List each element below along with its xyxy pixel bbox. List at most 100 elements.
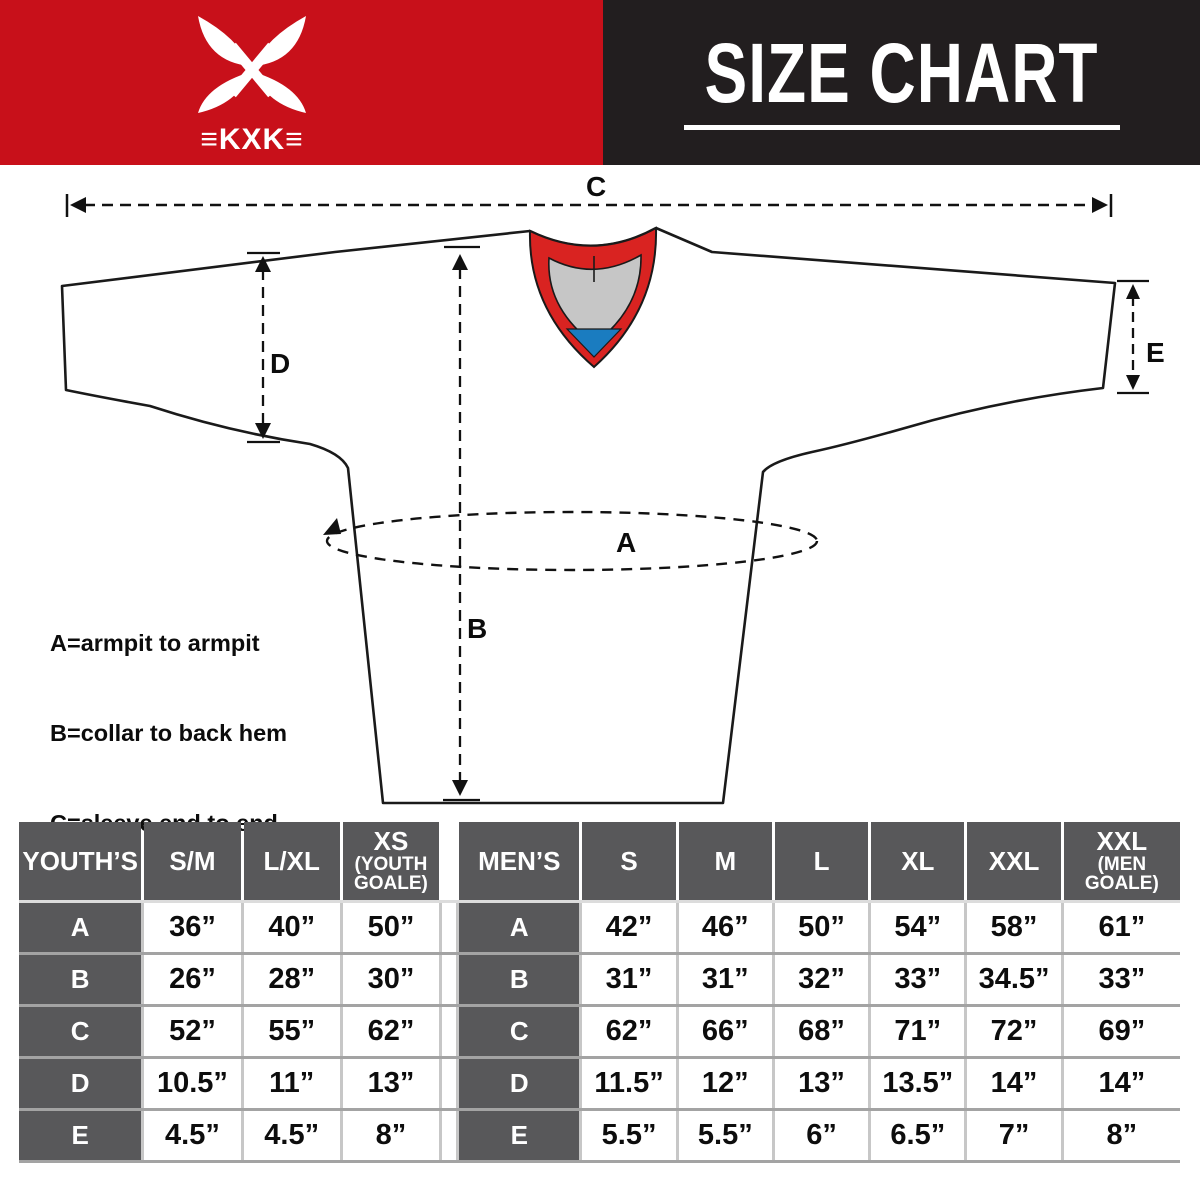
table-row-a: A 36” 40” 50” A 42” 46” 50” 54” 58” 61” — [19, 903, 1180, 952]
men-row-label: A — [459, 903, 580, 952]
men-col-header-goalie: XXL (MEN GOALE) — [1063, 822, 1180, 900]
value-cell: 11” — [243, 1059, 340, 1108]
measure-arrow-d — [247, 251, 280, 444]
value-cell: 10.5” — [144, 1059, 241, 1108]
value-cell: 36” — [144, 903, 241, 952]
men-col-header: S — [582, 822, 676, 900]
measure-label-d: D — [270, 348, 290, 379]
value-cell: 31” — [678, 955, 772, 1004]
value-cell: 30” — [342, 955, 440, 1004]
youth-corner-header: YOUTH’S — [19, 822, 142, 900]
value-cell: 42” — [582, 903, 676, 952]
value-cell: 4.5” — [144, 1111, 241, 1160]
men-col-header: XXL — [967, 822, 1061, 900]
value-cell: 33” — [871, 955, 965, 1004]
measure-label-b: B — [467, 613, 487, 644]
brand-banner: ≡KXK≡ — [0, 0, 603, 165]
table-row-b: B 26” 28” 30” B 31” 31” 32” 33” 34.5” 33… — [19, 955, 1180, 1004]
kxk-butterfly-icon — [198, 16, 306, 113]
value-cell: 14” — [967, 1059, 1061, 1108]
youth-row-label: B — [19, 955, 142, 1004]
value-cell: 34.5” — [967, 955, 1061, 1004]
value-cell: 62” — [342, 1007, 440, 1056]
men-row-label: C — [459, 1007, 580, 1056]
youth-col-header: S/M — [144, 822, 241, 900]
page-title: SIZE CHART — [704, 24, 1099, 121]
measure-arrow-c — [65, 194, 1113, 217]
value-cell: 46” — [678, 903, 772, 952]
measure-label-e: E — [1146, 337, 1165, 368]
value-cell: 31” — [582, 955, 676, 1004]
value-cell: 40” — [243, 903, 340, 952]
collar-vee — [565, 328, 623, 358]
table-divider — [442, 955, 457, 1004]
value-cell: 6” — [774, 1111, 869, 1160]
men-corner-header: MEN’S — [459, 822, 580, 900]
table-row-e: E 4.5” 4.5” 8” E 5.5” 5.5” 6” 6.5” 7” 8” — [19, 1111, 1180, 1160]
youth-col-header: L/XL — [243, 822, 340, 900]
value-cell: 71” — [871, 1007, 965, 1056]
jersey-measurement-diagram: C D B E A — [60, 171, 1165, 805]
title-banner: SIZE CHART — [603, 0, 1200, 165]
men-row-label: B — [459, 955, 580, 1004]
value-cell: 12” — [678, 1059, 772, 1108]
value-cell: 13” — [774, 1059, 869, 1108]
table-divider — [442, 822, 457, 900]
value-cell: 52” — [144, 1007, 241, 1056]
row-separator — [19, 900, 1180, 903]
value-cell: 5.5” — [582, 1111, 676, 1160]
table-header-row: YOUTH’S S/M L/XL XS (YOUTH GOALE) MEN’S … — [19, 822, 1180, 900]
table-row-c: C 52” 55” 62” C 62” 66” 68” 71” 72” 69” — [19, 1007, 1180, 1056]
measure-ellipse-a — [325, 510, 819, 572]
men-col-header: M — [678, 822, 772, 900]
men-col-header: L — [774, 822, 869, 900]
measure-arrow-b — [443, 245, 480, 802]
value-cell: 68” — [774, 1007, 869, 1056]
value-cell: 13” — [342, 1059, 440, 1108]
youth-col-header-goalie: XS (YOUTH GOALE) — [342, 822, 440, 900]
value-cell: 5.5” — [678, 1111, 772, 1160]
value-cell: 32” — [774, 955, 869, 1004]
value-cell: 50” — [342, 903, 440, 952]
measure-ellipse-a-arrowhead — [323, 518, 341, 535]
legend-line-a: A=armpit to armpit — [50, 630, 260, 656]
table-divider — [442, 1007, 457, 1056]
brand-wordmark: ≡KXK≡ — [200, 123, 304, 156]
value-cell: 55” — [243, 1007, 340, 1056]
value-cell: 58” — [967, 903, 1061, 952]
value-cell: 7” — [967, 1111, 1061, 1160]
men-col-header: XL — [871, 822, 965, 900]
measure-arrow-e — [1117, 279, 1149, 395]
table-row-d: D 10.5” 11” 13” D 11.5” 12” 13” 13.5” 14… — [19, 1059, 1180, 1108]
value-cell: 28” — [243, 955, 340, 1004]
youth-row-label: C — [19, 1007, 142, 1056]
value-cell: 26” — [144, 955, 241, 1004]
men-row-label: E — [459, 1111, 580, 1160]
value-cell: 8” — [1063, 1111, 1180, 1160]
value-cell: 8” — [342, 1111, 440, 1160]
measure-label-a: A — [616, 527, 636, 558]
measure-label-c: C — [586, 171, 606, 202]
value-cell: 72” — [967, 1007, 1061, 1056]
value-cell: 33” — [1063, 955, 1180, 1004]
row-separator — [19, 1004, 1180, 1007]
value-cell: 61” — [1063, 903, 1180, 952]
value-cell: 13.5” — [871, 1059, 965, 1108]
value-cell: 62” — [582, 1007, 676, 1056]
youth-row-label: D — [19, 1059, 142, 1108]
row-separator — [19, 952, 1180, 955]
value-cell: 69” — [1063, 1007, 1180, 1056]
value-cell: 14” — [1063, 1059, 1180, 1108]
value-cell: 66” — [678, 1007, 772, 1056]
value-cell: 4.5” — [243, 1111, 340, 1160]
men-row-label: D — [459, 1059, 580, 1108]
value-cell: 50” — [774, 903, 869, 952]
table-divider — [442, 1111, 457, 1160]
value-cell: 11.5” — [582, 1059, 676, 1108]
title-underline — [683, 124, 1120, 130]
jersey-outline — [60, 226, 1117, 805]
value-cell: 54” — [871, 903, 965, 952]
youth-row-label: E — [19, 1111, 142, 1160]
value-cell: 6.5” — [871, 1111, 965, 1160]
